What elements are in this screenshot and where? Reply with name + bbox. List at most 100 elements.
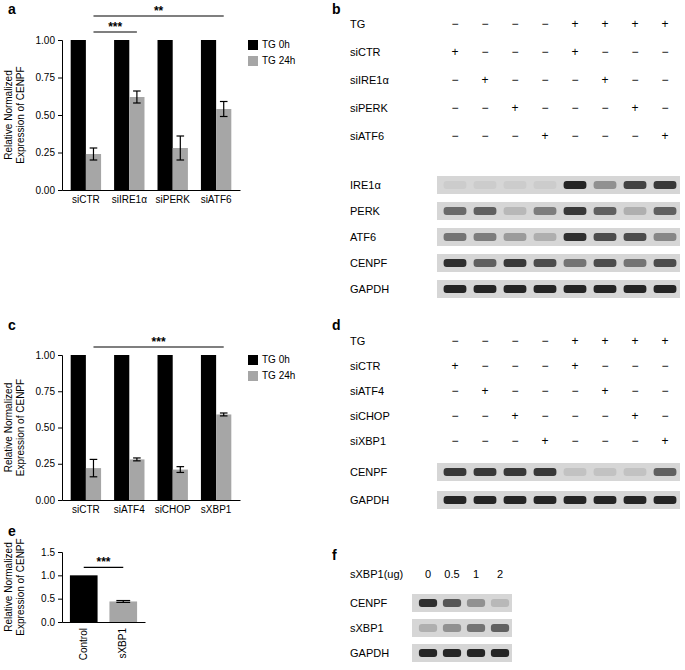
y-tick: 0.00 [36, 495, 62, 506]
x-tick-label: siCHOP [155, 504, 191, 515]
treatment-mark: − [541, 73, 548, 87]
treatment-mark: + [601, 334, 608, 348]
treatment-mark: − [631, 434, 638, 448]
error-bar-cap [220, 415, 228, 416]
y-axis-title: Relative Normalized [3, 383, 14, 472]
y-axis-line [58, 356, 63, 501]
treatment-mark: − [661, 384, 668, 398]
band [654, 496, 677, 504]
error-bar-cap [133, 460, 141, 461]
band-label: GAPDH [350, 283, 389, 295]
treatment-mark: − [631, 129, 638, 143]
band [443, 599, 461, 607]
bar-panel: 0.000.250.500.751.00siCTRsiATF4siCHOPsXB… [3, 335, 295, 515]
treatment-mark: − [481, 334, 488, 348]
error-bar-stem [180, 136, 181, 160]
x-tick-label: siATF4 [114, 504, 145, 515]
x-axis-line [63, 190, 241, 191]
x-tick: siCTR [72, 504, 100, 515]
treatment-mark: − [451, 434, 458, 448]
band [654, 468, 677, 476]
treatment-mark: + [481, 73, 488, 87]
significance-label: *** [152, 335, 166, 349]
treatment-mark: − [481, 17, 488, 31]
y-tick-label: 0.00 [36, 185, 56, 196]
y-tick-mark [58, 40, 62, 41]
error-bar [90, 459, 98, 476]
treatment-mark: − [541, 17, 548, 31]
treatment-mark: − [451, 73, 458, 87]
error-bar [90, 148, 98, 160]
treatment-label: siPERK [350, 102, 389, 114]
treatment-mark: + [661, 17, 668, 31]
treatment-mark: − [661, 45, 668, 59]
treatment-mark: − [481, 45, 488, 59]
plot-marks [71, 40, 232, 190]
y-tick: 0.75 [36, 72, 62, 83]
treatment-mark: − [541, 359, 548, 373]
x-tick-label: Control [78, 628, 89, 660]
y-tick-mark [58, 78, 62, 79]
treatment-mark: − [511, 359, 518, 373]
x-tick: siCHOP [155, 504, 191, 515]
error-bar [177, 467, 185, 473]
figure: a0.000.250.500.751.00siCTRsiIRE1αsiPERKs… [0, 0, 685, 670]
band [474, 285, 497, 293]
treatment-mark: + [481, 384, 488, 398]
treatment-mark: − [511, 434, 518, 448]
bar [201, 355, 216, 500]
y-tick-label: 0.5 [41, 593, 55, 604]
bar [129, 97, 144, 190]
treatment-mark: − [511, 129, 518, 143]
x-tick: siATF6 [201, 194, 232, 205]
error-bar-cap [116, 602, 130, 603]
band [504, 181, 527, 189]
treatment-label: siATF4 [350, 385, 384, 397]
y-tick-label: 0.25 [36, 458, 56, 469]
y-axis-title: Expression of CENPF [15, 538, 26, 635]
band [443, 624, 461, 632]
treatment-label: TG [350, 18, 365, 30]
treatment-mark: + [511, 101, 518, 115]
error-bar-cap [90, 159, 98, 160]
y-axis: 0.00.51.01.5 [41, 547, 62, 628]
treatment-mark: + [571, 359, 578, 373]
bar [216, 109, 231, 190]
legend-swatch [248, 56, 258, 66]
band [444, 207, 467, 215]
legend: TG 0hTG 24h [248, 39, 295, 66]
legend-swatch [248, 355, 258, 365]
panel-label: a [8, 1, 16, 17]
y-tick-label: 0.25 [36, 147, 56, 158]
y-tick-label: 0.50 [36, 110, 56, 121]
panel-label: c [8, 317, 16, 333]
band [474, 468, 497, 476]
band [444, 181, 467, 189]
treatment-label: siCTR [350, 46, 381, 58]
treatment-mark: − [511, 334, 518, 348]
plot-marks [71, 355, 232, 500]
band [624, 181, 647, 189]
y-tick: 0.25 [36, 147, 62, 158]
treatment-label: siCHOP [350, 410, 390, 422]
band [564, 496, 587, 504]
band [534, 259, 557, 267]
band [594, 285, 617, 293]
lane-label: 0.5 [444, 568, 459, 580]
treatment-mark: − [661, 409, 668, 423]
treatment-mark: − [481, 409, 488, 423]
band-label: GAPDH [350, 494, 389, 506]
panel-label: f [332, 547, 337, 563]
band [419, 624, 437, 632]
treatment-mark: − [451, 101, 458, 115]
blot-strip [437, 280, 680, 298]
blot-strip [437, 228, 680, 246]
band [594, 468, 617, 476]
band [474, 181, 497, 189]
y-tick-mark [58, 599, 62, 600]
y-tick-mark [58, 575, 62, 576]
lane-label: 0 [425, 568, 431, 580]
band [443, 649, 461, 657]
treatment-mark: + [601, 73, 608, 87]
band [654, 285, 677, 293]
